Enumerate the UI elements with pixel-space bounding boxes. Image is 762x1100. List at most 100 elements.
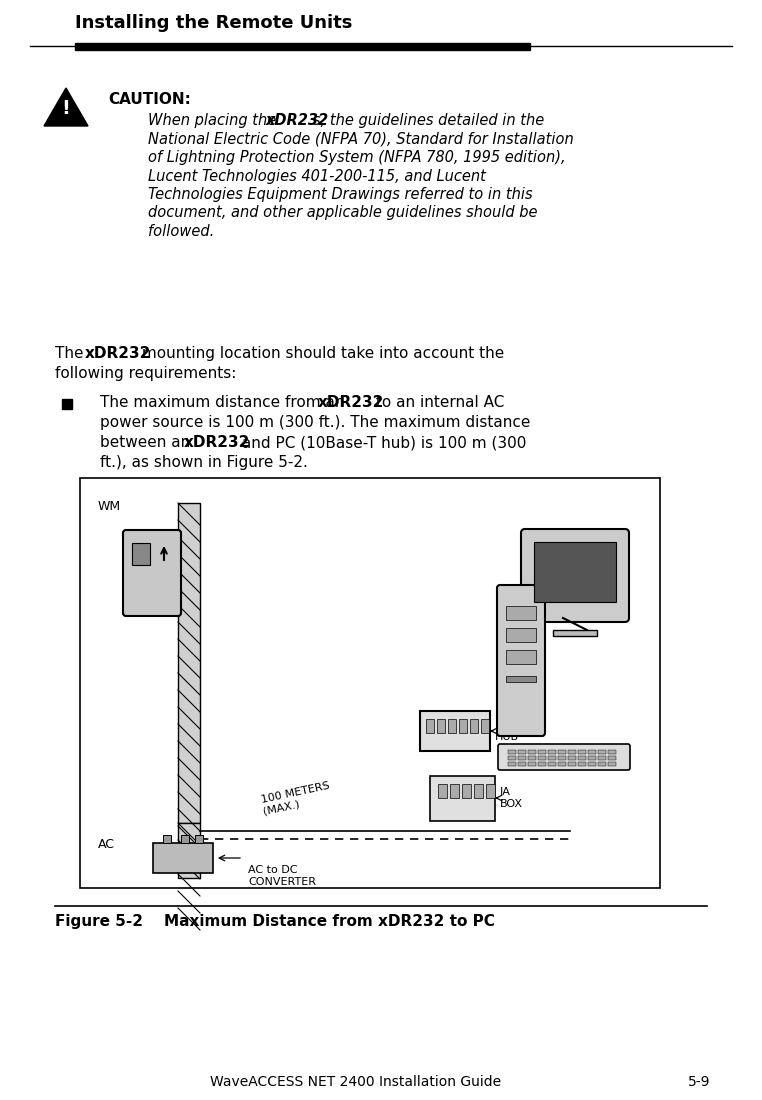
Bar [62, 399, 72, 409]
Bar [528, 756, 536, 760]
Bar [508, 762, 516, 766]
Text: The maximum distance from an: The maximum distance from an [100, 395, 349, 410]
Text: AC to DC
CONVERTER: AC to DC CONVERTER [248, 866, 316, 887]
Bar [426, 719, 434, 733]
Text: !: ! [62, 99, 70, 119]
Bar [508, 756, 516, 760]
Bar [518, 756, 526, 760]
Bar [430, 776, 495, 821]
FancyBboxPatch shape [521, 529, 629, 622]
Bar [528, 750, 536, 754]
Bar [558, 762, 566, 766]
Text: 100 METERS
(MAX.): 100 METERS (MAX.) [260, 780, 333, 816]
Bar [486, 784, 495, 798]
Text: power source is 100 m (300 ft.). The maximum distance: power source is 100 m (300 ft.). The max… [100, 415, 530, 430]
Bar [548, 756, 556, 760]
FancyBboxPatch shape [497, 585, 545, 736]
Bar [518, 762, 526, 766]
Bar [598, 750, 606, 754]
Bar [578, 756, 586, 760]
Bar [598, 762, 606, 766]
Text: National Electric Code (NFPA 70), Standard for Installation: National Electric Code (NFPA 70), Standa… [148, 132, 574, 146]
Text: 5-9: 5-9 [688, 1075, 710, 1089]
Bar [438, 784, 447, 798]
Text: Lucent Technologies 401-200-115, and Lucent: Lucent Technologies 401-200-115, and Luc… [148, 168, 486, 184]
Bar [518, 750, 526, 754]
Bar [195, 835, 203, 843]
Bar [506, 676, 536, 682]
Text: Figure 5-2    Maximum Distance from xDR232 to PC: Figure 5-2 Maximum Distance from xDR232 … [55, 914, 495, 929]
Text: ft.), as shown in Figure 5-2.: ft.), as shown in Figure 5-2. [100, 455, 308, 470]
Bar [470, 719, 478, 733]
Bar [588, 762, 596, 766]
Bar [459, 719, 467, 733]
Bar [80, 478, 660, 888]
Bar [548, 762, 556, 766]
Bar [538, 762, 546, 766]
Bar [588, 756, 596, 760]
Text: s, the guidelines detailed in the: s, the guidelines detailed in the [313, 113, 544, 128]
Text: xDR232: xDR232 [85, 346, 152, 361]
Text: WM: WM [98, 500, 121, 513]
Bar [462, 784, 471, 798]
Bar [506, 650, 536, 664]
Text: The: The [55, 346, 88, 361]
Bar [474, 784, 483, 798]
Text: xDR232: xDR232 [266, 113, 329, 128]
Bar [153, 843, 213, 873]
Text: Installing the Remote Units: Installing the Remote Units [75, 14, 352, 32]
Bar [548, 750, 556, 754]
Bar [534, 542, 616, 602]
Text: xDR232: xDR232 [318, 395, 384, 410]
Bar [448, 719, 456, 733]
Text: CAUTION:: CAUTION: [108, 92, 190, 107]
Bar [178, 823, 200, 878]
Bar [578, 762, 586, 766]
Polygon shape [44, 88, 88, 126]
Bar [420, 711, 490, 751]
Bar [588, 750, 596, 754]
Bar [538, 750, 546, 754]
Bar [608, 762, 616, 766]
Text: mounting location should take into account the: mounting location should take into accou… [137, 346, 504, 361]
Text: to an internal AC: to an internal AC [371, 395, 504, 410]
Bar [506, 628, 536, 642]
Bar [450, 784, 459, 798]
Bar [508, 750, 516, 754]
Bar [178, 503, 200, 823]
Bar [568, 762, 576, 766]
Text: between an: between an [100, 434, 195, 450]
Bar [528, 762, 536, 766]
Text: xDR232: xDR232 [184, 434, 251, 450]
Bar [75, 43, 530, 50]
Bar [506, 606, 536, 620]
Text: and PC (10Base-T hub) is 100 m (300: and PC (10Base-T hub) is 100 m (300 [237, 434, 527, 450]
Text: document, and other applicable guidelines should be: document, and other applicable guideline… [148, 206, 537, 220]
Text: 10Base-T
HUB: 10Base-T HUB [495, 720, 546, 741]
Text: Technologies Equipment Drawings referred to in this: Technologies Equipment Drawings referred… [148, 187, 533, 202]
Bar [558, 756, 566, 760]
Bar [598, 756, 606, 760]
FancyBboxPatch shape [123, 530, 181, 616]
Text: following requirements:: following requirements: [55, 366, 236, 381]
Bar [608, 750, 616, 754]
Bar [181, 835, 189, 843]
Bar [608, 756, 616, 760]
Bar [437, 719, 445, 733]
Bar [553, 630, 597, 636]
Text: AC: AC [98, 838, 115, 851]
Bar [481, 719, 489, 733]
Text: of Lightning Protection System (NFPA 780, 1995 edition),: of Lightning Protection System (NFPA 780… [148, 150, 565, 165]
Text: followed.: followed. [148, 224, 214, 239]
FancyBboxPatch shape [498, 744, 630, 770]
Bar [568, 756, 576, 760]
Text: IA
BOX: IA BOX [500, 788, 523, 808]
Bar [568, 750, 576, 754]
Text: WaveACCESS NET 2400 Installation Guide: WaveACCESS NET 2400 Installation Guide [210, 1075, 501, 1089]
Bar [558, 750, 566, 754]
Bar [132, 543, 150, 565]
Bar [538, 756, 546, 760]
Bar [578, 750, 586, 754]
Bar [163, 835, 171, 843]
Text: When placing the: When placing the [148, 113, 281, 128]
